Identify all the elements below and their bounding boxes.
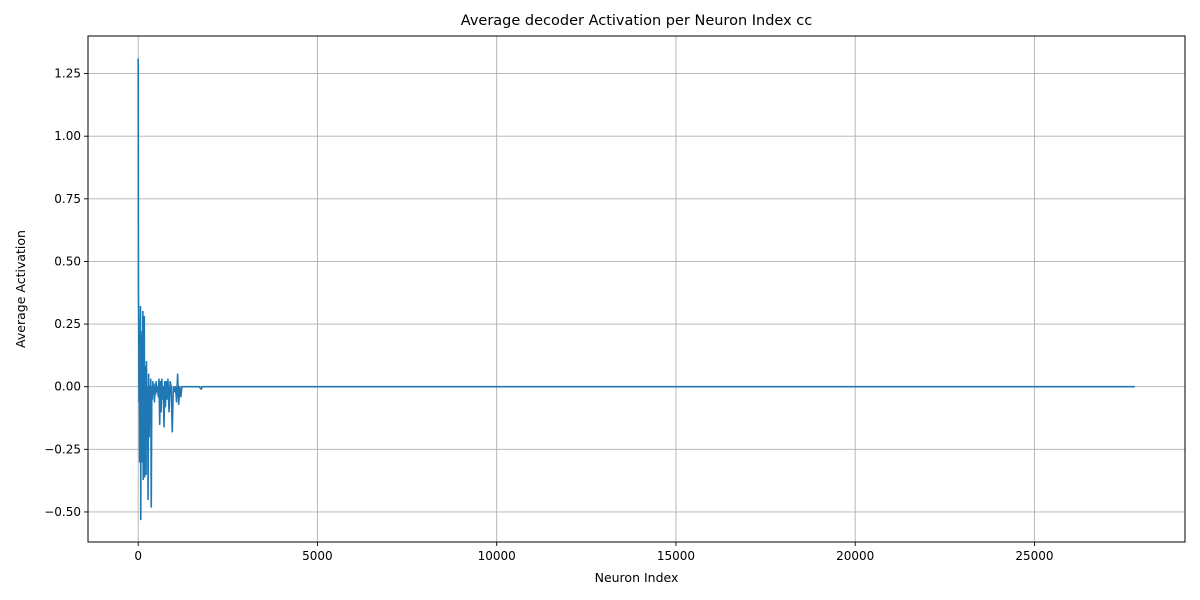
y-tick-label: 1.00 (54, 129, 81, 143)
series-line (137, 58, 1135, 521)
y-tick-label: 0.25 (54, 317, 81, 331)
y-tick-label: 1.25 (54, 67, 81, 81)
y-tick-label: 0.75 (54, 192, 81, 206)
x-tick-label: 20000 (836, 549, 874, 563)
tick-layer: 0 5000 10000 15000 20000 25000 −0.50 −0.25 0.00 0… (44, 67, 1053, 563)
x-tick-label: 25000 (1015, 549, 1053, 563)
x-tick-label: 5000 (302, 549, 333, 563)
plot-frame (87, 35, 1186, 543)
x-axis-label: Neuron Index (595, 570, 679, 585)
y-tick-label: −0.25 (44, 442, 81, 456)
chart-title: Average decoder Activation per Neuron In… (461, 13, 812, 29)
y-axis-label: Average Activation (13, 230, 28, 348)
x-tick-label: 15000 (657, 549, 695, 563)
y-tick-label: 0.00 (54, 380, 81, 394)
grid-layer (88, 36, 1185, 542)
series-layer (137, 58, 1135, 521)
y-tick-label: −0.50 (44, 505, 81, 519)
x-tick-label: 10000 (478, 549, 516, 563)
x-tick-label: 0 (134, 549, 142, 563)
y-tick-label: 0.50 (54, 254, 81, 268)
